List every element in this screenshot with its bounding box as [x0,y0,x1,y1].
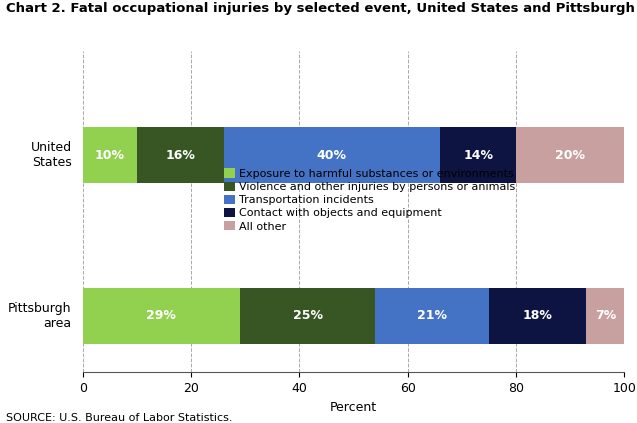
Bar [224,127,440,184]
Text: 18%: 18% [523,310,552,322]
Text: 40%: 40% [317,149,347,162]
Text: 20%: 20% [555,149,585,162]
Legend: Exposure to harmful substances or environments, Violence and other injuries by p: Exposure to harmful substances or enviro… [224,168,515,232]
Text: 14%: 14% [463,149,493,162]
Text: 29%: 29% [147,310,176,322]
Bar [240,288,375,344]
Text: 7%: 7% [595,310,616,322]
Bar [587,288,624,344]
Bar [83,288,240,344]
Text: 25%: 25% [292,310,322,322]
Bar [516,127,624,184]
Bar [375,288,489,344]
Text: Chart 2. Fatal occupational injuries by selected event, United States and Pittsb: Chart 2. Fatal occupational injuries by … [6,2,637,15]
Text: SOURCE: U.S. Bureau of Labor Statistics.: SOURCE: U.S. Bureau of Labor Statistics. [6,413,233,423]
X-axis label: Percent: Percent [330,401,377,414]
Bar [137,127,224,184]
Bar [440,127,516,184]
Bar [83,127,137,184]
Text: 21%: 21% [417,310,447,322]
Bar [489,288,587,344]
Text: 16%: 16% [166,149,195,162]
Text: 10%: 10% [95,149,125,162]
